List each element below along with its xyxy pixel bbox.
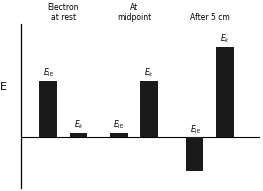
Text: $E_{\mathrm{IE}}$: $E_{\mathrm{IE}}$ [43, 67, 54, 79]
Text: $E_{\mathrm{IE}}$: $E_{\mathrm{IE}}$ [113, 119, 125, 131]
Bar [70, 133, 87, 137]
Text: Electron
at rest: Electron at rest [48, 2, 79, 22]
Text: $E_{\mathrm{IE}}$: $E_{\mathrm{IE}}$ [190, 123, 201, 136]
Bar [140, 81, 158, 137]
Text: E: E [0, 82, 7, 91]
Bar [110, 133, 128, 137]
Bar [186, 137, 204, 171]
Text: $E_{k}$: $E_{k}$ [74, 119, 84, 131]
Bar [216, 47, 234, 137]
Text: After 5 cm: After 5 cm [190, 13, 230, 22]
Bar [39, 81, 57, 137]
Text: $E_{k}$: $E_{k}$ [144, 67, 154, 79]
Text: $E_{k}$: $E_{k}$ [220, 33, 230, 45]
Text: At
midpoint: At midpoint [117, 2, 151, 22]
